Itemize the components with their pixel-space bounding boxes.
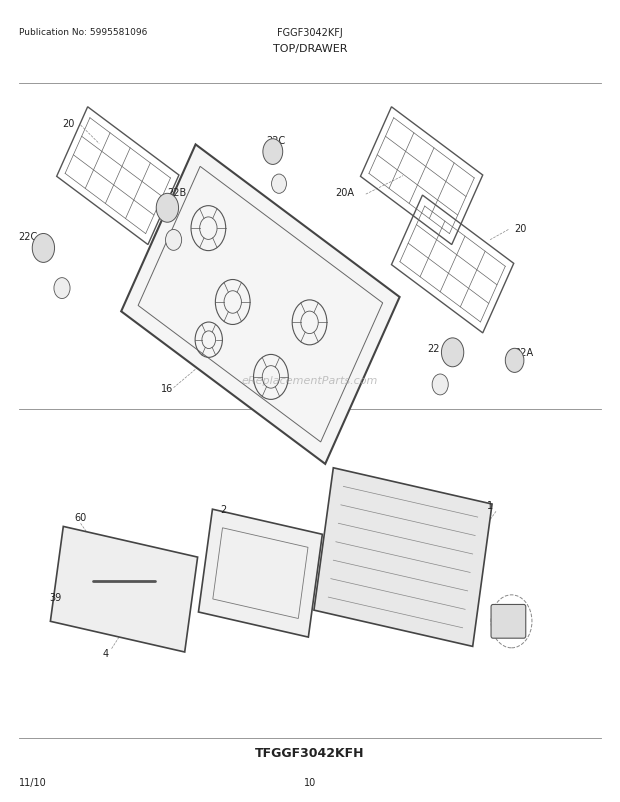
Circle shape — [505, 349, 524, 373]
Text: 20A: 20A — [335, 188, 354, 197]
Text: 22C: 22C — [267, 136, 286, 145]
Polygon shape — [50, 527, 198, 652]
Text: 7: 7 — [518, 621, 524, 630]
Text: TOP/DRAWER: TOP/DRAWER — [273, 44, 347, 54]
Text: TFGGF3042KFH: TFGGF3042KFH — [255, 746, 365, 759]
Polygon shape — [198, 509, 322, 638]
Text: 16: 16 — [161, 384, 174, 394]
Text: 22C: 22C — [18, 232, 37, 241]
Circle shape — [156, 194, 179, 223]
Text: 22B: 22B — [167, 188, 187, 197]
Text: Publication No: 5995581096: Publication No: 5995581096 — [19, 28, 147, 37]
Text: 20: 20 — [515, 224, 527, 233]
Text: 22: 22 — [428, 344, 440, 354]
FancyBboxPatch shape — [491, 605, 526, 638]
Text: eReplacementParts.com: eReplacementParts.com — [242, 376, 378, 386]
Text: 1: 1 — [487, 500, 493, 510]
Text: 22A: 22A — [515, 348, 534, 358]
Circle shape — [272, 175, 286, 194]
Text: 11/10: 11/10 — [19, 777, 46, 787]
Circle shape — [54, 278, 70, 299]
Polygon shape — [314, 468, 492, 646]
Circle shape — [441, 338, 464, 367]
Text: 10: 10 — [304, 777, 316, 787]
Text: 60: 60 — [74, 512, 87, 522]
Polygon shape — [121, 145, 400, 464]
Circle shape — [166, 230, 182, 251]
Text: 20: 20 — [62, 119, 74, 129]
Text: FGGF3042KFJ: FGGF3042KFJ — [277, 28, 343, 38]
Text: 2: 2 — [220, 504, 226, 514]
Circle shape — [32, 234, 55, 263]
Text: 4: 4 — [102, 649, 108, 658]
Text: 39: 39 — [50, 593, 62, 602]
Circle shape — [432, 375, 448, 395]
Circle shape — [263, 140, 283, 165]
